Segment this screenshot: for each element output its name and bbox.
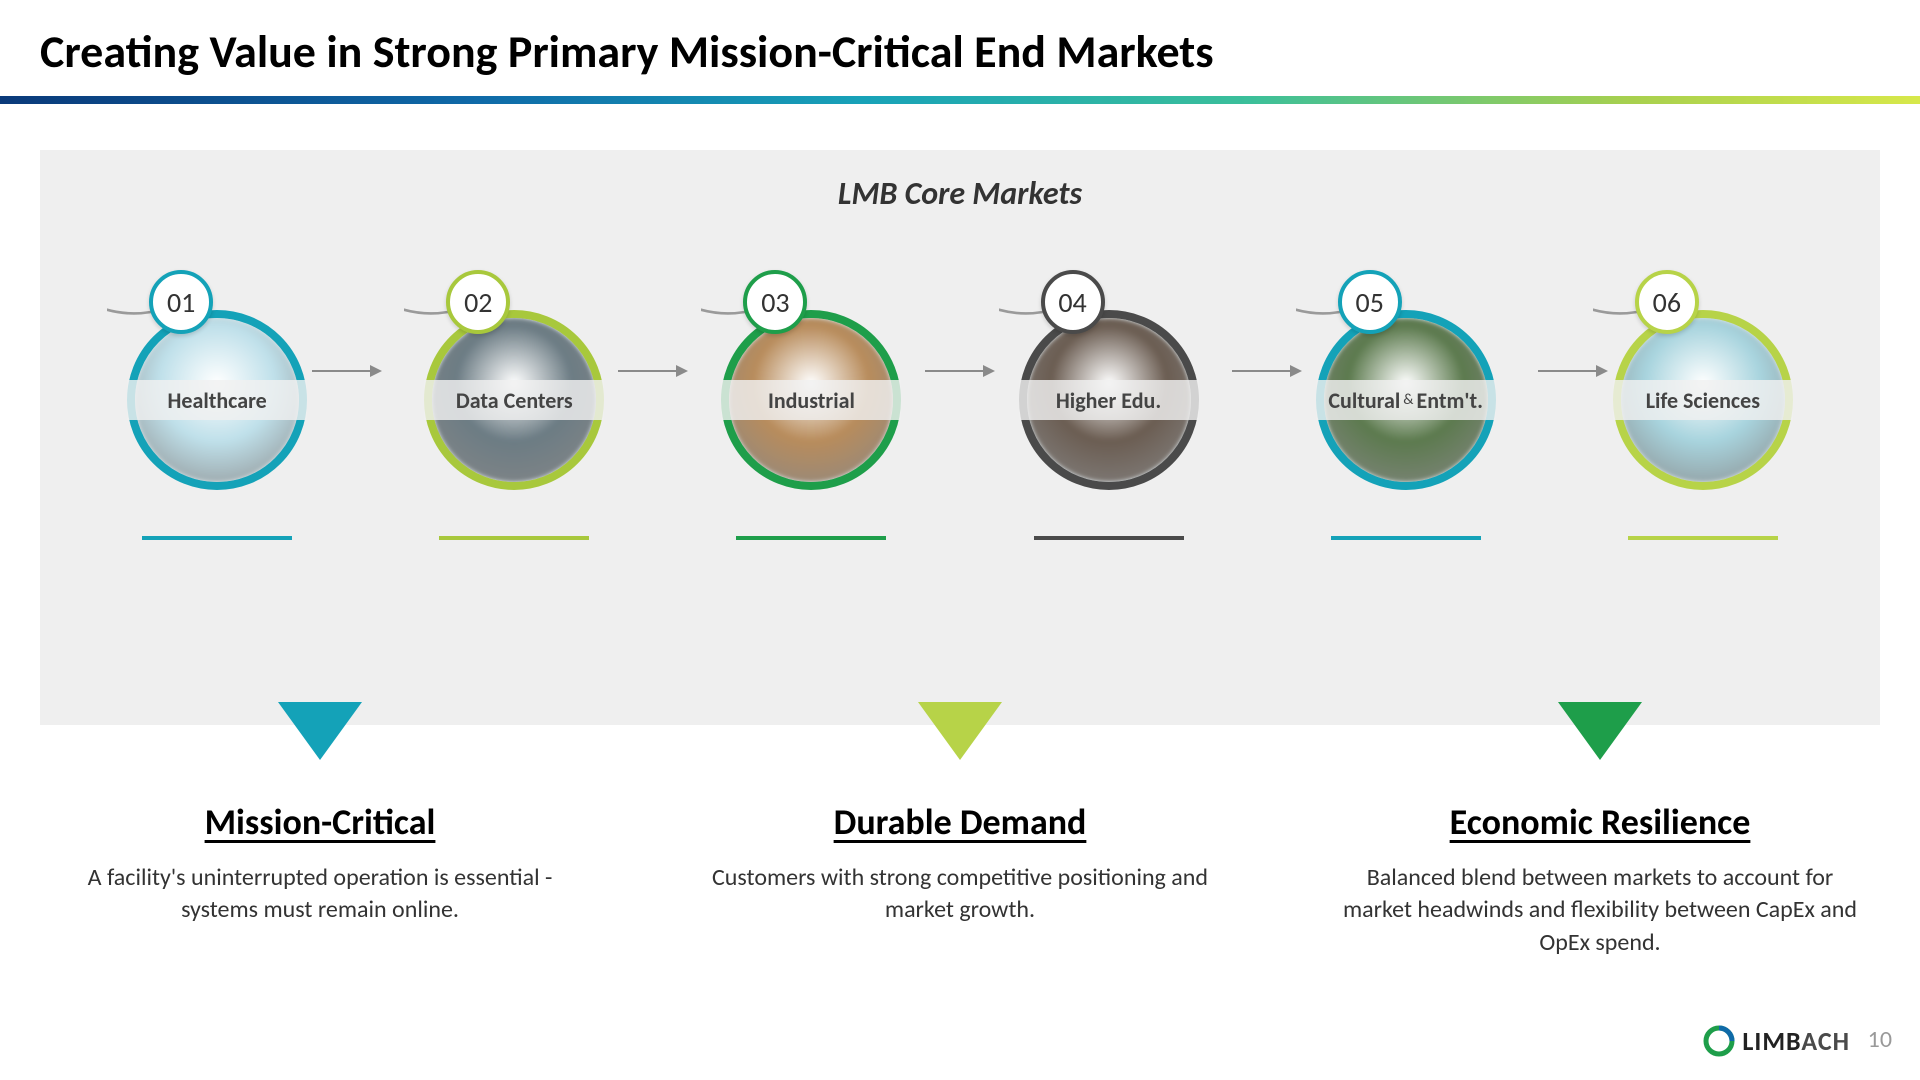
pillar-3: Economic Resilience Balanced blend betwee… (1320, 710, 1880, 1010)
market-number-badge: 04 (1041, 270, 1105, 334)
pillar-title: Mission-Critical (205, 800, 436, 844)
market-underline (439, 536, 589, 540)
pillar-body: A facility's uninterrupted operation is … (60, 862, 580, 927)
logo-icon (1702, 1024, 1736, 1058)
pillar-title: Economic Resilience (1450, 800, 1751, 844)
market-underline (1628, 536, 1778, 540)
pillar-body: Balanced blend between markets to accoun… (1340, 862, 1860, 959)
market-6: Life Sciences 06 (1583, 270, 1823, 530)
page-title: Creating Value in Strong Primary Mission… (40, 24, 1214, 80)
market-underline (1034, 536, 1184, 540)
market-label: Higher Edu. (1019, 380, 1199, 420)
market-underline (142, 536, 292, 540)
pillar-title: Durable Demand (834, 800, 1087, 844)
market-underline (1331, 536, 1481, 540)
market-3: Industrial 03 (691, 270, 931, 530)
market-label: Industrial (721, 380, 901, 420)
market-underline (736, 536, 886, 540)
market-number-badge: 06 (1635, 270, 1699, 334)
logo-text: LIMBACH (1742, 1025, 1850, 1057)
pillar-2: Durable Demand Customers with strong comp… (680, 710, 1240, 1010)
market-4: Higher Edu. 04 (989, 270, 1229, 530)
pillar-body: Customers with strong competitive positi… (700, 862, 1220, 927)
market-label: Data Centers (424, 380, 604, 420)
connector-arrow (618, 365, 688, 377)
title-gradient-bar (0, 96, 1920, 104)
market-number-badge: 03 (743, 270, 807, 334)
market-label: Healthcare (127, 380, 307, 420)
market-5: Cultural & Entm't. 05 (1286, 270, 1526, 530)
connector-arrow (925, 365, 995, 377)
market-number-badge: 05 (1338, 270, 1402, 334)
footer-logo: LIMBACH (1702, 1024, 1850, 1058)
core-markets-panel: LMB Core Markets Healthcare 01 Data Center… (40, 150, 1880, 725)
page-number: 10 (1868, 1025, 1892, 1054)
market-label: Life Sciences (1613, 380, 1793, 420)
panel-title: LMB Core Markets (40, 174, 1880, 213)
markets-row: Healthcare 01 Data Centers 02 Industrial 03 Hi… (40, 240, 1880, 560)
pillar-triangle-icon (918, 702, 1002, 760)
market-1: Healthcare 01 (97, 270, 337, 530)
pillars-row: Mission-Critical A facility's uninterrupt… (0, 710, 1920, 1010)
slide: Creating Value in Strong Primary Mission… (0, 0, 1920, 1080)
pillar-triangle-icon (1558, 702, 1642, 760)
pillar-triangle-icon (278, 702, 362, 760)
market-number-badge: 01 (149, 270, 213, 334)
market-number-badge: 02 (446, 270, 510, 334)
connector-arrow (312, 365, 382, 377)
market-2: Data Centers 02 (394, 270, 634, 530)
pillar-1: Mission-Critical A facility's uninterrupt… (40, 710, 600, 1010)
market-label: Cultural & Entm't. (1316, 380, 1496, 420)
